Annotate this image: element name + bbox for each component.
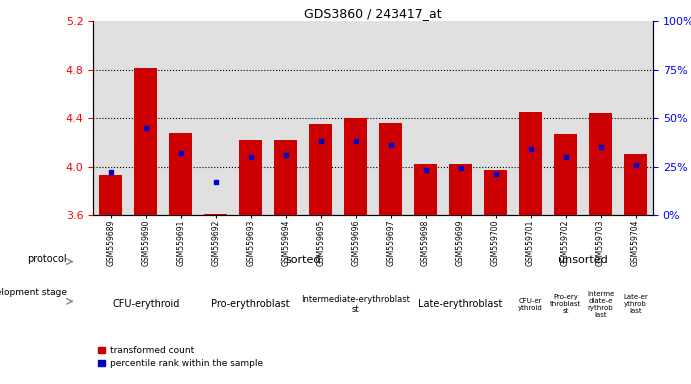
Bar xyxy=(239,140,262,215)
Text: development stage: development stage xyxy=(0,288,67,297)
Bar xyxy=(100,175,122,215)
Text: sorted: sorted xyxy=(285,255,321,265)
Bar xyxy=(310,124,332,215)
Text: Intermediate-erythroblast
st: Intermediate-erythroblast st xyxy=(301,295,410,314)
Text: Interme
diate-e
rythrob
last: Interme diate-e rythrob last xyxy=(587,291,614,318)
Bar xyxy=(344,118,367,215)
Text: Pro-erythroblast: Pro-erythroblast xyxy=(211,299,290,310)
Legend: transformed count, percentile rank within the sample: transformed count, percentile rank withi… xyxy=(98,346,263,368)
Text: unsorted: unsorted xyxy=(558,255,608,265)
Bar xyxy=(484,170,507,215)
Bar xyxy=(554,134,577,215)
Bar xyxy=(169,132,192,215)
Text: CFU-er
ythroid: CFU-er ythroid xyxy=(518,298,543,311)
Bar xyxy=(519,112,542,215)
Bar xyxy=(624,154,647,215)
Bar xyxy=(274,140,297,215)
Title: GDS3860 / 243417_at: GDS3860 / 243417_at xyxy=(304,7,442,20)
Bar xyxy=(449,164,472,215)
Bar xyxy=(134,68,157,215)
Text: protocol: protocol xyxy=(28,254,67,264)
Text: Late-er
ythrob
last: Late-er ythrob last xyxy=(623,294,648,314)
Bar xyxy=(589,113,612,215)
Bar xyxy=(379,123,402,215)
Text: CFU-erythroid: CFU-erythroid xyxy=(112,299,180,310)
Text: Pro-ery
throblast
st: Pro-ery throblast st xyxy=(550,294,581,314)
Bar xyxy=(414,164,437,215)
Bar xyxy=(205,214,227,215)
Text: Late-erythroblast: Late-erythroblast xyxy=(419,299,503,310)
